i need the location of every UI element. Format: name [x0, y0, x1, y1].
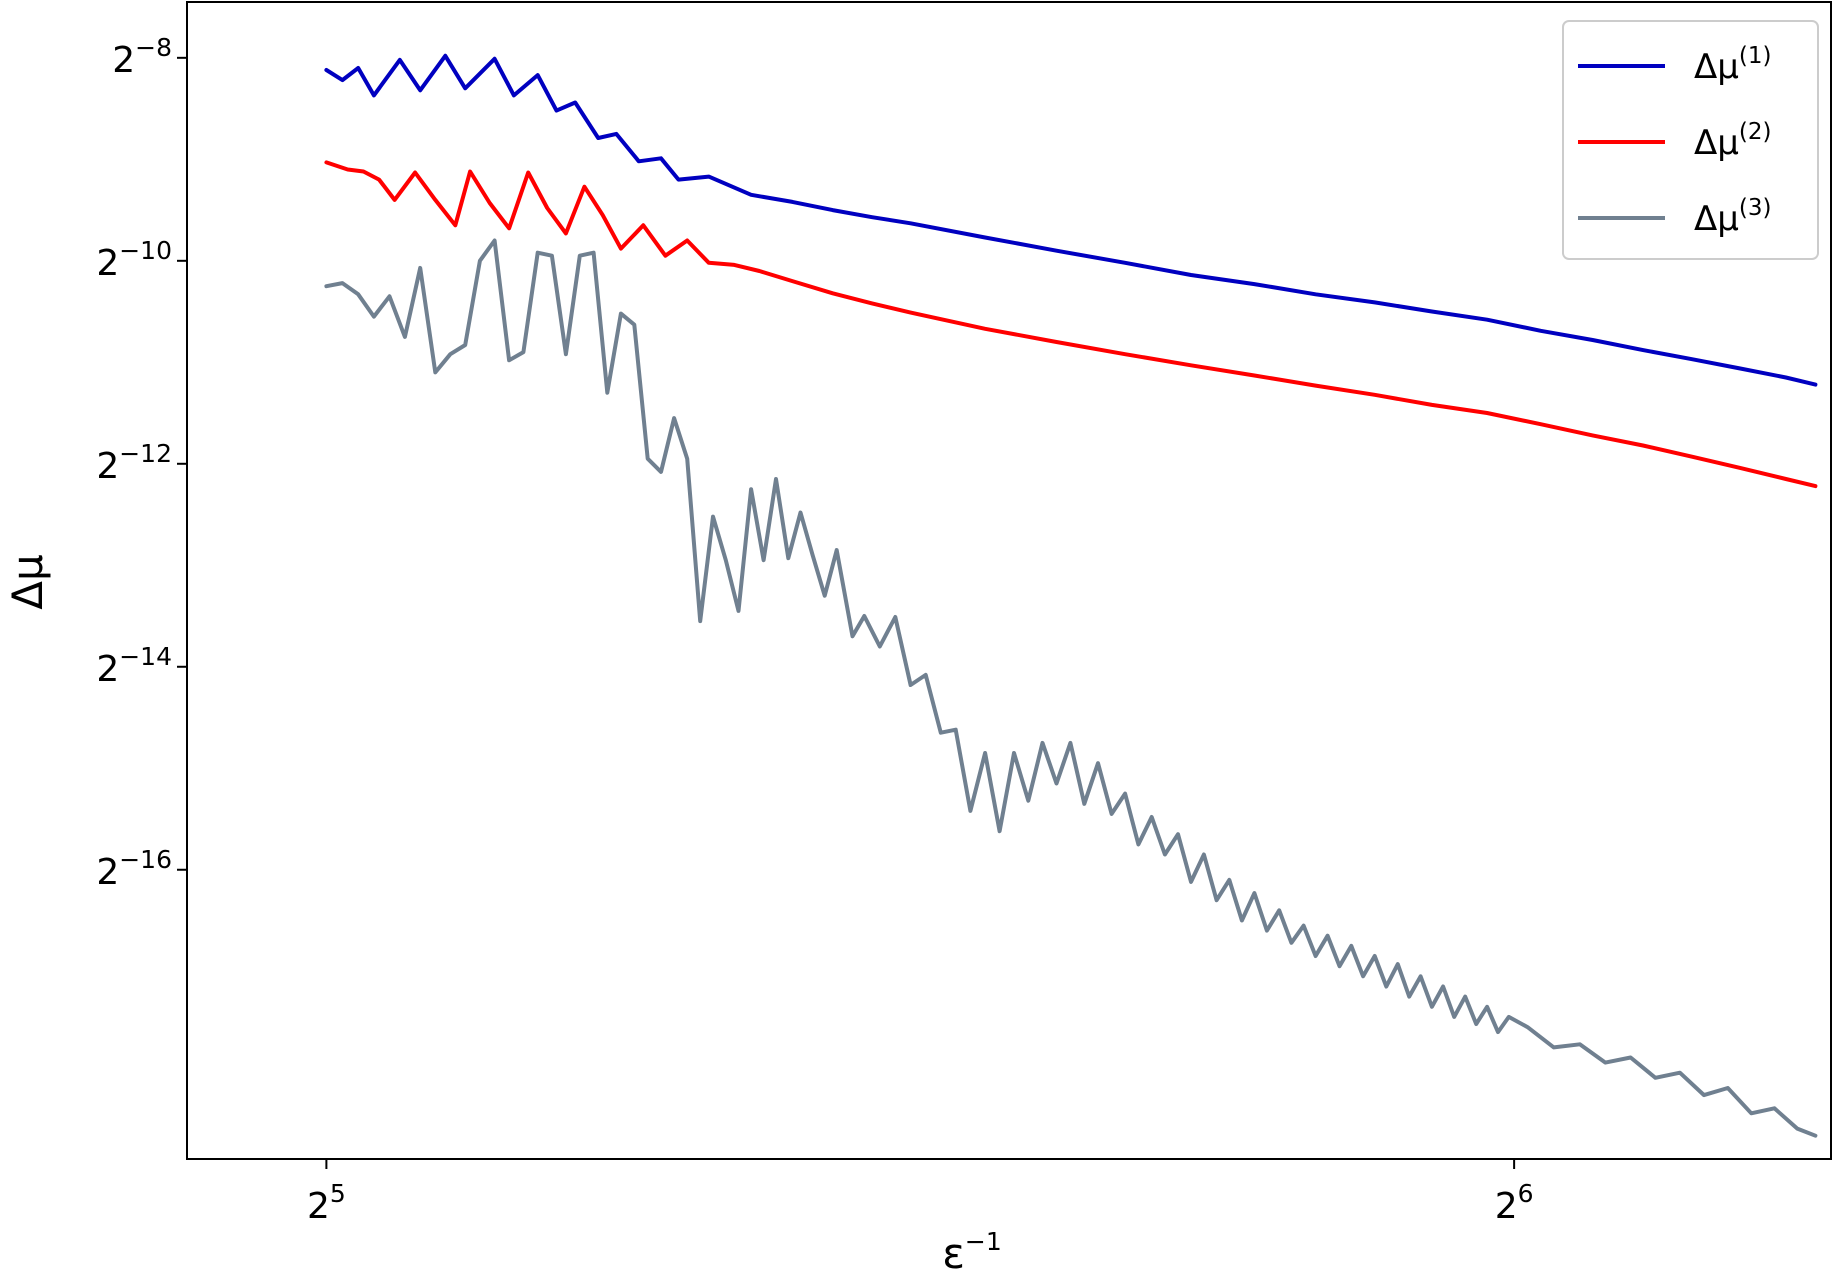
legend-label-3: Δμ(3) — [1694, 195, 1771, 239]
x-tick-label: 26 — [1495, 1179, 1534, 1227]
y-tick-label: 2−12 — [96, 439, 172, 487]
series-line-1 — [324, 53, 1818, 387]
x-axis-label-sup: −1 — [965, 1227, 1002, 1256]
legend: Δμ(1) Δμ(2) Δμ(3) — [1562, 20, 1819, 260]
y-tick-label: 2−10 — [96, 236, 172, 284]
y-axis-label: Δμ — [3, 554, 52, 609]
y-tick-label: 2−14 — [96, 642, 172, 690]
y-axis: 2−8 2−10 2−12 2−14 2−16 — [96, 33, 187, 893]
x-tick-label: 25 — [307, 1179, 346, 1227]
y-tick-label: 2−8 — [112, 33, 172, 81]
legend-label-2: Δμ(2) — [1694, 119, 1771, 163]
series-line-3 — [324, 238, 1818, 1138]
series-layer — [324, 53, 1818, 1138]
series-line-2 — [324, 160, 1818, 489]
x-axis-label-base: ε — [942, 1229, 965, 1278]
y-tick-label: 2−16 — [96, 845, 172, 893]
x-axis: 25 26 — [307, 1159, 1534, 1227]
x-axis-label: ε−1 — [942, 1227, 1002, 1278]
plot-area — [186, 1, 1832, 1160]
legend-label-1: Δμ(1) — [1694, 43, 1771, 87]
legend-box — [1562, 20, 1819, 260]
